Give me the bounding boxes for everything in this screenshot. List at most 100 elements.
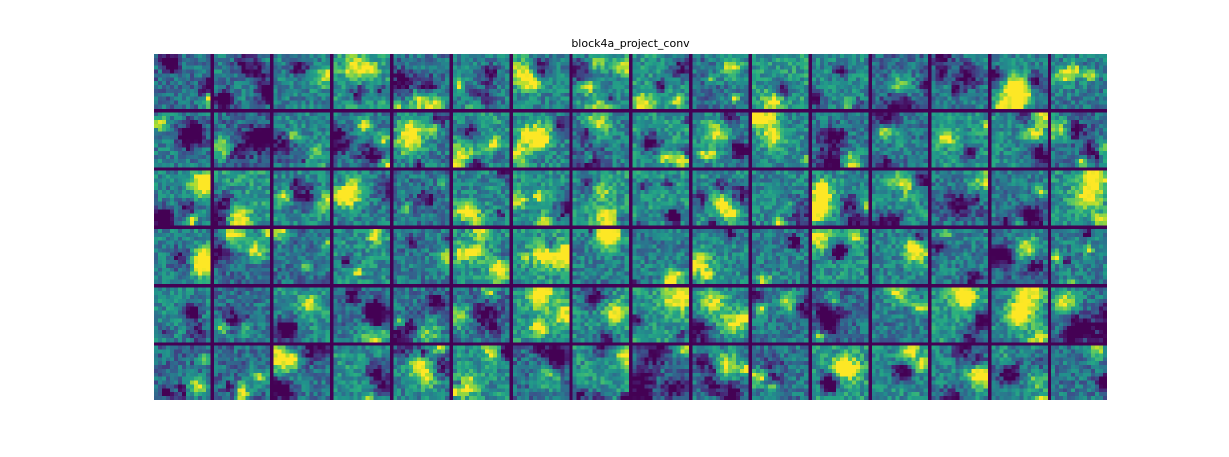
feature-map-tile — [154, 287, 211, 343]
feature-map-tile — [752, 287, 809, 343]
feature-map-tile — [393, 112, 450, 168]
feature-map-tile — [991, 112, 1048, 168]
feature-map-tile — [692, 112, 749, 168]
feature-map-tile — [991, 170, 1048, 226]
feature-map-grid — [154, 54, 1107, 400]
feature-map-tile — [692, 54, 749, 109]
feature-map-tile — [931, 345, 988, 400]
feature-map-tile — [632, 54, 689, 109]
feature-map-tile — [453, 54, 510, 109]
feature-map-tile — [213, 54, 271, 109]
feature-map-tile — [572, 54, 630, 109]
feature-map-tile — [632, 229, 689, 284]
feature-map-tile — [154, 112, 211, 168]
feature-map-tile — [632, 170, 689, 226]
feature-map-tile — [512, 229, 570, 284]
feature-map-tile — [871, 170, 929, 226]
feature-map-tile — [453, 170, 510, 226]
feature-map-tile — [1051, 170, 1107, 226]
feature-map-tile — [393, 170, 450, 226]
feature-map-tile — [692, 345, 749, 400]
feature-map-tile — [512, 54, 570, 109]
feature-map-tile — [154, 54, 211, 109]
feature-map-tile — [871, 112, 929, 168]
feature-map-tile — [273, 287, 331, 343]
feature-map-tile — [572, 170, 630, 226]
feature-map-tile — [692, 229, 749, 284]
feature-map-tile — [991, 229, 1048, 284]
feature-map-tile — [931, 229, 988, 284]
feature-map-tile — [154, 345, 211, 400]
feature-map-tile — [572, 287, 630, 343]
feature-map-tile — [752, 229, 809, 284]
feature-map-tile — [752, 170, 809, 226]
feature-map-tile — [1051, 54, 1107, 109]
feature-map-tile — [991, 287, 1048, 343]
feature-map-grid-svg — [154, 54, 1107, 400]
feature-map-tile — [1051, 345, 1107, 400]
feature-map-tile — [213, 170, 271, 226]
feature-map-tile — [273, 229, 331, 284]
feature-map-tile — [512, 170, 570, 226]
feature-map-tile — [213, 345, 271, 400]
feature-map-tile — [154, 170, 211, 226]
feature-map-tile — [273, 170, 331, 226]
feature-map-tile — [512, 287, 570, 343]
feature-map-tile — [752, 54, 809, 109]
feature-map-tile — [213, 229, 271, 284]
feature-map-tile — [512, 345, 570, 400]
feature-map-tile — [333, 229, 390, 284]
feature-map-tile — [752, 112, 809, 168]
feature-map-tile — [632, 345, 689, 400]
feature-map-tile — [811, 345, 869, 400]
feature-map-tile — [692, 287, 749, 343]
feature-map-tile — [752, 345, 809, 400]
figure-title: block4a_project_conv — [571, 37, 690, 50]
feature-map-tile — [333, 345, 390, 400]
feature-map-tile — [871, 287, 929, 343]
feature-map-tile — [811, 54, 869, 109]
feature-map-tile — [393, 345, 450, 400]
feature-map-tile — [1051, 287, 1107, 343]
feature-map-tile — [453, 229, 510, 284]
feature-map-tile — [393, 54, 450, 109]
feature-map-tile — [512, 112, 570, 168]
feature-map-tile — [333, 112, 390, 168]
feature-map-tile — [333, 54, 390, 109]
feature-map-tile — [572, 345, 630, 400]
feature-map-tile — [393, 229, 450, 284]
feature-map-tile — [632, 112, 689, 168]
feature-map-tile — [1051, 112, 1107, 168]
feature-map-tile — [453, 112, 510, 168]
feature-map-tile — [393, 287, 450, 343]
feature-map-tile — [453, 345, 510, 400]
feature-map-tile — [871, 54, 929, 109]
feature-map-tile — [871, 229, 929, 284]
feature-map-tile — [213, 287, 271, 343]
feature-map-tile — [931, 287, 988, 343]
feature-map-tile — [632, 287, 689, 343]
feature-map-tile — [273, 345, 331, 400]
feature-map-tile — [811, 229, 869, 284]
feature-map-tile — [273, 54, 331, 109]
feature-map-tile — [931, 112, 988, 168]
feature-map-tile — [692, 170, 749, 226]
feature-map-tile — [213, 112, 271, 168]
feature-map-tile — [572, 112, 630, 168]
feature-map-tile — [572, 229, 630, 284]
feature-map-tile — [871, 345, 929, 400]
feature-map-tile — [333, 287, 390, 343]
feature-map-tile — [1051, 229, 1107, 284]
feature-map-tile — [273, 112, 331, 168]
feature-map-tile — [811, 170, 869, 226]
feature-map-tile — [154, 229, 211, 284]
feature-map-tile — [991, 54, 1048, 109]
feature-map-tile — [811, 287, 869, 343]
feature-map-tile — [333, 170, 390, 226]
feature-map-tile — [931, 170, 988, 226]
feature-map-tile — [811, 112, 869, 168]
feature-map-tile — [991, 345, 1048, 400]
feature-map-tile — [931, 54, 988, 109]
feature-map-tile — [453, 287, 510, 343]
